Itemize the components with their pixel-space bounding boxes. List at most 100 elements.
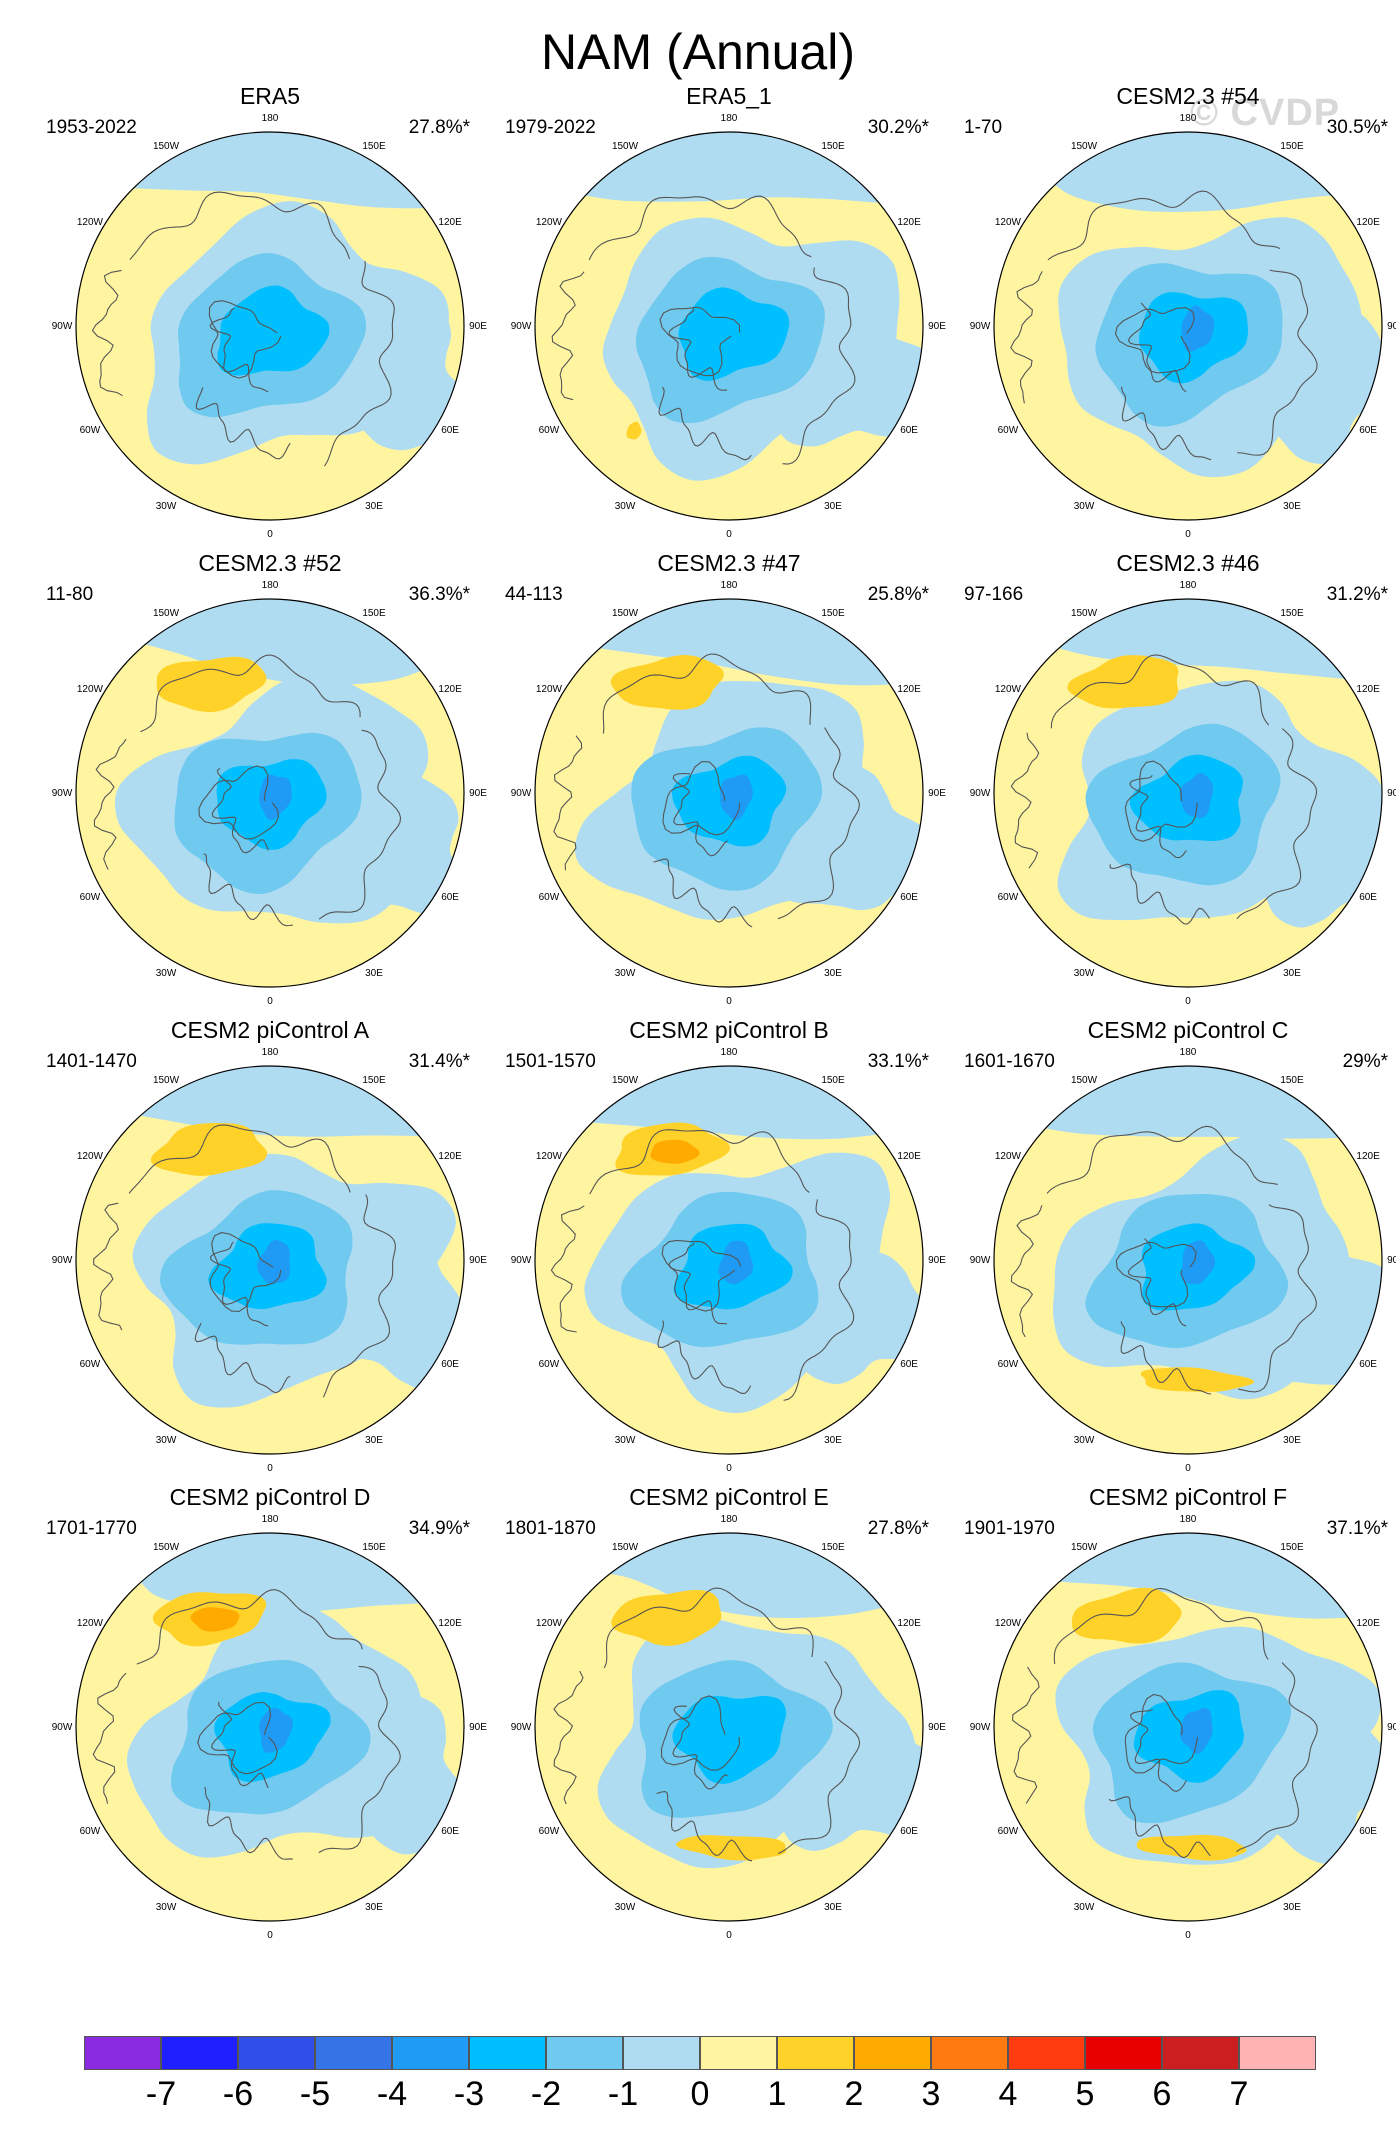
panel-years: 1701-1770	[46, 1518, 137, 1539]
coastlines	[93, 654, 402, 927]
longitude-label: 120W	[536, 1618, 563, 1629]
longitude-label: 90E	[1387, 321, 1396, 332]
panel-percent-variance: 36.3%*	[408, 584, 470, 605]
longitude-label: 0	[267, 1463, 273, 1474]
colorbar-label: 1	[767, 2075, 787, 2113]
map-panel: 180 150E 120E 90E 60E 30E 0 30W 60W 90W 120W 150W CE…	[958, 550, 1396, 1055]
coastlines	[1012, 1587, 1318, 1859]
positive-region	[611, 1589, 722, 1646]
watermark: © CVDP	[1190, 92, 1341, 134]
longitude-label: 60W	[539, 892, 560, 903]
longitude-label: 150E	[1280, 141, 1304, 152]
panel-years: 11-80	[46, 584, 94, 605]
longitude-label: 30W	[156, 501, 177, 512]
longitude-label: 150E	[821, 1542, 845, 1553]
colorbar-box	[469, 2036, 546, 2070]
colorbar-label: 2	[844, 2075, 864, 2113]
negative-region	[284, 759, 464, 917]
coastlines	[551, 195, 856, 465]
longitude-label: 30W	[1074, 501, 1095, 512]
longitude-label: 150E	[362, 1075, 386, 1086]
negative-region	[535, 1066, 923, 1140]
longitude-label: 90W	[970, 788, 991, 799]
longitude-label: 150W	[153, 608, 180, 619]
longitude-label: 150W	[153, 141, 180, 152]
longitude-label: 0	[1185, 1930, 1191, 1941]
longitude-label: 120E	[1356, 684, 1380, 695]
panel-percent-variance: 37.1%*	[1326, 1518, 1388, 1539]
longitude-label: 30W	[615, 501, 636, 512]
panel-years: 44-113	[505, 584, 563, 605]
longitude-label: 150W	[1071, 608, 1098, 619]
colorbar-label: 6	[1152, 2075, 1172, 2113]
polar-map: 180 150E 120E 90E 60E 30E 0 30W 60W 90W 120W 150W	[970, 580, 1396, 1007]
longitude-label: 90W	[52, 1255, 73, 1266]
colorbar-label: 7	[1229, 2075, 1249, 2113]
colorbar	[84, 2036, 1316, 2070]
polar-map: 180 150E 120E 90E 60E 30E 0 30W 60W 90W 120W 150W	[970, 1514, 1396, 1941]
map-panel: 180 150E 120E 90E 60E 30E 0 30W 60W 90W 120W 150W CE…	[499, 1484, 959, 1989]
colorbar-label: -7	[145, 2075, 177, 2113]
longitude-label: 120E	[438, 684, 462, 695]
longitude-label: 90W	[970, 1255, 991, 1266]
longitude-label: 60E	[1359, 892, 1377, 903]
longitude-label: 150E	[1280, 1075, 1304, 1086]
longitude-label: 180	[262, 1514, 279, 1525]
longitude-label: 180	[1180, 1514, 1197, 1525]
longitude-label: 120W	[995, 1151, 1022, 1162]
longitude-label: 90W	[52, 1722, 73, 1733]
longitude-label: 120W	[995, 1618, 1022, 1629]
colorbar-label: -5	[299, 2075, 331, 2113]
panel-percent-variance: 33.1%*	[867, 1051, 929, 1072]
coastlines	[553, 1587, 861, 1862]
longitude-label: 120W	[536, 217, 563, 228]
map-boundary	[993, 1065, 1383, 1455]
longitude-label: 30W	[615, 1902, 636, 1913]
positive-region	[150, 1122, 268, 1176]
longitude-label: 60E	[900, 892, 918, 903]
map-boundary	[75, 598, 465, 988]
colorbar-box	[931, 2036, 1008, 2070]
map-panel: 180 150E 120E 90E 60E 30E 0 30W 60W 90W 120W 150W CE…	[958, 1017, 1396, 1522]
longitude-label: 120E	[897, 1618, 921, 1629]
colorbar-box	[777, 2036, 854, 2070]
negative-core	[718, 1240, 754, 1285]
longitude-label: 30E	[824, 1435, 842, 1446]
coastlines	[91, 191, 395, 467]
longitude-label: 150E	[362, 608, 386, 619]
map-panel: 180 150E 120E 90E 60E 30E 0 30W 60W 90W 120W 150W CE…	[958, 83, 1396, 588]
panel-percent-variance: 31.2%*	[1326, 584, 1388, 605]
figure-title: NAM (Annual)	[541, 24, 855, 80]
longitude-label: 90W	[970, 321, 991, 332]
longitude-label: 90E	[469, 1722, 487, 1733]
longitude-label: 90W	[970, 1722, 991, 1733]
longitude-label: 150W	[153, 1542, 180, 1553]
longitude-label: 30W	[156, 1435, 177, 1446]
map-boundary	[993, 1532, 1383, 1922]
colorbar-label: -4	[376, 2075, 408, 2113]
longitude-label: 90E	[469, 321, 487, 332]
longitude-label: 30E	[1283, 968, 1301, 979]
longitude-label: 120W	[77, 1151, 104, 1162]
longitude-label: 120E	[897, 684, 921, 695]
map-boundary	[534, 1065, 924, 1455]
panel-title: CESM2 piControl A	[170, 1017, 370, 1043]
longitude-label: 120W	[995, 217, 1022, 228]
longitude-label: 60E	[1359, 1826, 1377, 1837]
negative-core	[259, 1707, 293, 1753]
map-panel: 180 150E 120E 90E 60E 30E 0 30W 60W 90W 120W 150W CE…	[40, 1017, 500, 1522]
longitude-label: 150W	[1071, 1542, 1098, 1553]
longitude-label: 150E	[1280, 608, 1304, 619]
longitude-label: 150E	[821, 1075, 845, 1086]
polar-map: 180 150E 120E 90E 60E 30E 0 30W 60W 90W 120W 150W	[52, 113, 488, 540]
longitude-label: 30E	[1283, 1902, 1301, 1913]
map-boundary	[75, 1065, 465, 1455]
longitude-label: 120E	[897, 217, 921, 228]
longitude-label: 180	[1180, 113, 1197, 124]
colorbar-box	[623, 2036, 700, 2070]
map-boundary	[993, 598, 1383, 988]
longitude-label: 30E	[1283, 1435, 1301, 1446]
positive-region	[675, 1835, 787, 1861]
panel-title: ERA5_1	[686, 83, 772, 109]
longitude-label: 60E	[1359, 425, 1377, 436]
